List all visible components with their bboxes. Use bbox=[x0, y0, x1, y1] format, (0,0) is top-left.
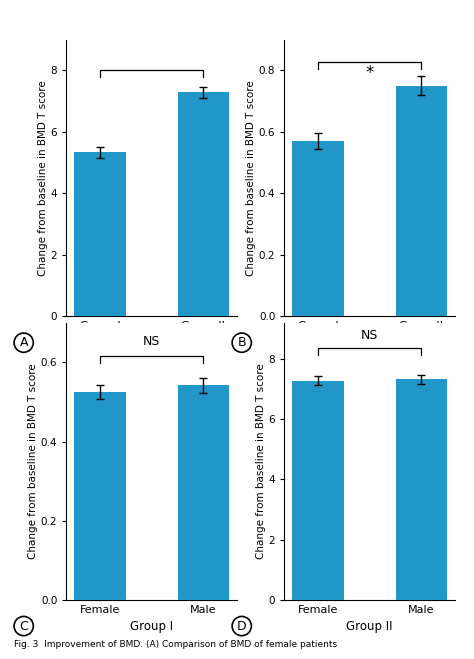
Text: NS: NS bbox=[361, 330, 378, 342]
Bar bbox=[396, 86, 447, 316]
Y-axis label: Change from baseline in BMD T score: Change from baseline in BMD T score bbox=[38, 80, 48, 276]
Bar bbox=[74, 392, 126, 600]
Text: *: * bbox=[365, 64, 374, 82]
Text: B: B bbox=[237, 336, 246, 349]
Y-axis label: Change from baseline in BMD T score: Change from baseline in BMD T score bbox=[246, 80, 256, 276]
Bar bbox=[292, 381, 344, 600]
X-axis label: Female: Female bbox=[130, 337, 173, 350]
Text: C: C bbox=[19, 619, 28, 633]
Y-axis label: Change from baseline in BMD T score: Change from baseline in BMD T score bbox=[28, 363, 38, 559]
Text: Fig. 3  Improvement of BMD. (A) Comparison of BMD of female patients: Fig. 3 Improvement of BMD. (A) Compariso… bbox=[14, 640, 337, 649]
Bar bbox=[396, 380, 447, 600]
Text: D: D bbox=[237, 619, 246, 633]
Text: NS: NS bbox=[143, 335, 160, 348]
Bar bbox=[74, 152, 126, 316]
Y-axis label: Change from baseline in BMD T score: Change from baseline in BMD T score bbox=[256, 363, 266, 559]
Bar bbox=[178, 386, 229, 600]
Bar bbox=[178, 92, 229, 316]
X-axis label: Group I: Group I bbox=[130, 620, 173, 633]
Text: A: A bbox=[19, 336, 28, 349]
X-axis label: Male: Male bbox=[356, 337, 384, 350]
X-axis label: Group II: Group II bbox=[346, 620, 393, 633]
Bar bbox=[292, 141, 344, 316]
